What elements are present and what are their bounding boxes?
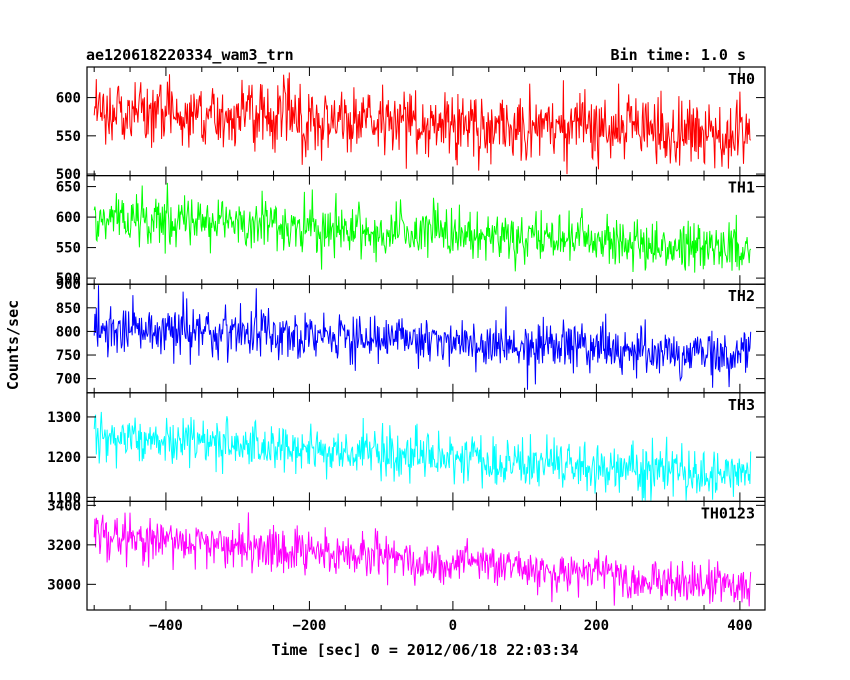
panel-th0: 500 550 600 TH0 — [56, 66, 766, 183]
y-tick-label: 550 — [56, 241, 81, 257]
series-th1-line — [93, 182, 752, 273]
y-tick-label: 650 — [56, 180, 81, 196]
x-axis: −400 −200 0 200 400 — [149, 618, 752, 634]
panel-frame — [86, 392, 766, 502]
panel-label-th0: TH0 — [728, 70, 755, 88]
y-tick-label: 750 — [56, 348, 81, 364]
panel-label-th2: TH2 — [728, 287, 755, 305]
series-th0-line — [93, 72, 752, 175]
panel-label-th0123: TH0123 — [701, 504, 755, 522]
panel-th2: 700 750 800 850 900 TH2 — [56, 277, 766, 394]
y-tick-label: 500 — [56, 167, 81, 183]
y-tick-label: 800 — [56, 324, 81, 340]
plot-title: ae120618220334_wam3_trn — [86, 46, 294, 64]
y-tick-label: 900 — [56, 277, 81, 293]
y-tick-label: 500 — [56, 271, 81, 287]
x-tick-label: 200 — [584, 618, 609, 634]
panel-frame — [86, 500, 766, 611]
panel-label-th3: TH3 — [728, 396, 755, 414]
series-th2-line — [93, 285, 752, 390]
y-tick-label: 3000 — [47, 577, 81, 593]
x-tick-label: −400 — [149, 618, 183, 634]
panel-th3: 1100 1200 1300 TH3 — [47, 392, 766, 506]
x-tick-label: 0 — [449, 618, 457, 634]
y-tick-label: 1100 — [47, 490, 81, 506]
series-th3-line — [93, 411, 752, 501]
panel-frame — [86, 175, 766, 285]
y-tick-label: 600 — [56, 210, 81, 226]
x-tick-label: −200 — [293, 618, 327, 634]
y-tick-label: 600 — [56, 91, 81, 107]
y-tick-label: 550 — [56, 129, 81, 145]
y-axis-label: Counts/sec — [4, 300, 22, 390]
panel-label-th1: TH1 — [728, 179, 755, 197]
panel-th0123: 3000 3200 3400 TH0123 — [47, 498, 766, 611]
y-tick-label: 3200 — [47, 538, 81, 554]
y-tick-label: 1200 — [47, 450, 81, 466]
x-axis-label: Time [sec] 0 = 2012/06/18 22:03:34 — [271, 641, 578, 659]
series-th0123-line — [93, 512, 752, 607]
y-tick-label: 1300 — [47, 410, 81, 426]
y-tick-label: 3400 — [47, 498, 81, 514]
bin-time-label: Bin time: 1.0 s — [611, 46, 746, 64]
x-tick-label: 400 — [727, 618, 752, 634]
y-tick-label: 700 — [56, 372, 81, 388]
panel-th1: 500 550 600 650 TH1 — [56, 175, 766, 287]
panels-group: 500 550 600 TH0 500 550 600 650 TH1 700 750 800 850 9… — [47, 66, 766, 611]
y-tick-label: 850 — [56, 301, 81, 317]
